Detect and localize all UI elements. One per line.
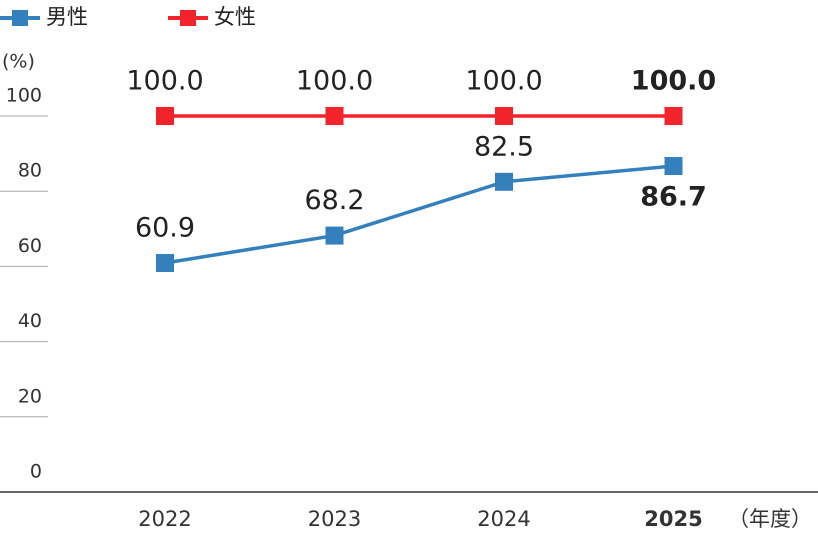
point <box>495 107 513 125</box>
point <box>156 107 174 125</box>
data-label: 100.0 <box>465 66 542 97</box>
x-axis-label: （年度） <box>728 507 812 531</box>
y-tick-label: 20 <box>18 385 42 407</box>
data-label: 100.0 <box>126 66 203 97</box>
point <box>664 107 683 125</box>
legend-marker <box>180 10 196 26</box>
y-tick-label: 60 <box>18 235 42 257</box>
point <box>495 172 513 191</box>
y-tick-label: 100 <box>6 85 42 107</box>
y-axis-label: (%) <box>2 51 35 73</box>
x-tick-label: 2024 <box>477 507 530 531</box>
y-tick-label: 0 <box>30 461 42 483</box>
x-tick-label: 2022 <box>138 507 191 531</box>
data-label: 68.2 <box>304 185 364 216</box>
point <box>664 157 683 176</box>
legend-label: 男性 <box>46 5 88 29</box>
point <box>156 254 174 273</box>
legend-marker <box>12 10 28 26</box>
data-label: 60.9 <box>135 213 195 244</box>
point <box>325 226 344 245</box>
data-label: 100.0 <box>296 66 373 97</box>
x-tick-label: 2025 <box>644 507 702 531</box>
data-label: 100.0 <box>631 66 716 97</box>
y-tick-label: 80 <box>18 160 42 182</box>
y-tick-label: 40 <box>18 310 42 332</box>
series-line <box>164 164 674 265</box>
x-tick-label: 2023 <box>308 507 361 531</box>
data-label: 86.7 <box>640 182 707 213</box>
legend-label: 女性 <box>214 5 256 29</box>
data-label: 82.5 <box>474 131 534 162</box>
point <box>325 107 344 125</box>
